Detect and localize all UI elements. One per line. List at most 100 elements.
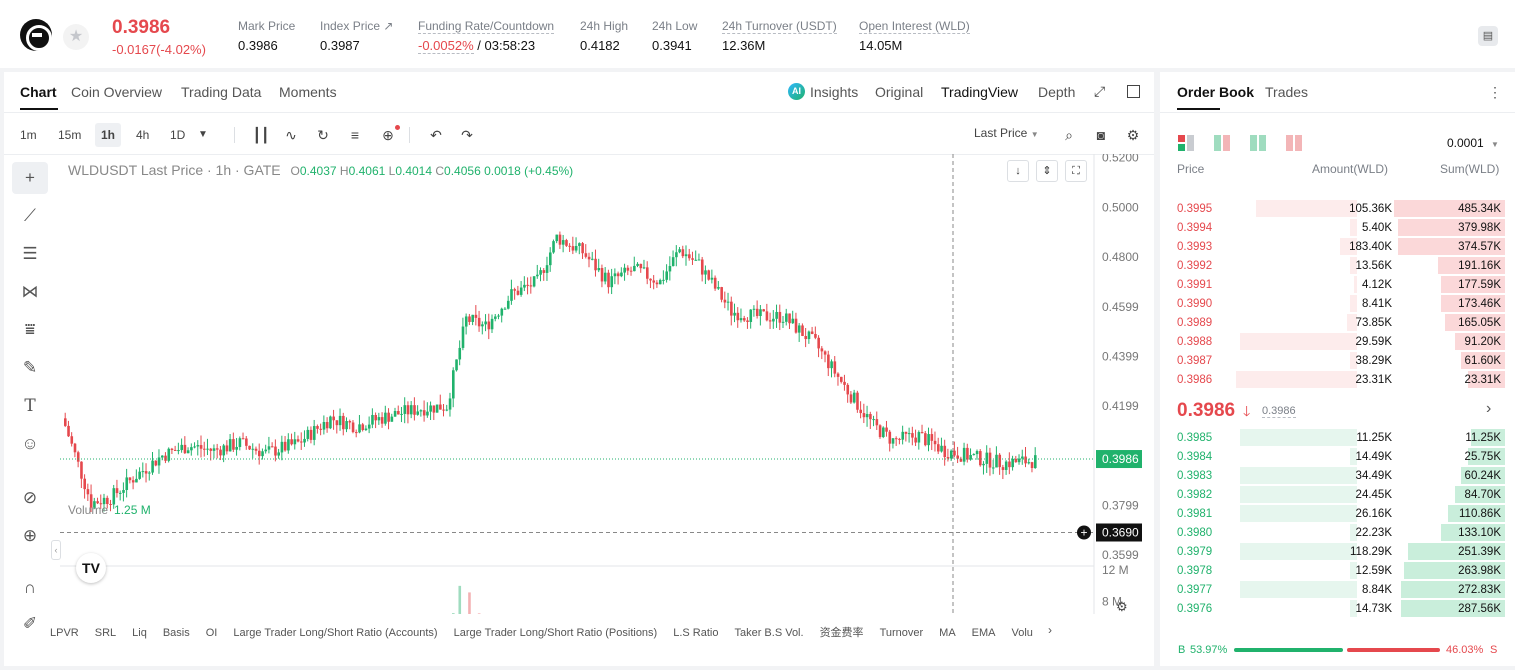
bid-row[interactable]: 0.3979 118.29K 251.39K	[1170, 543, 1505, 562]
indicators-icon[interactable]: ∿	[285, 127, 297, 143]
candle-body	[89, 494, 93, 508]
tab-coin-overview[interactable]: Coin Overview	[71, 84, 163, 100]
pencil-lock-icon[interactable]: ✐	[22, 614, 38, 633]
indicator-tab[interactable]: Basis	[162, 627, 190, 639]
bid-row[interactable]: 0.3976 14.73K 287.56K	[1170, 600, 1505, 619]
crosshair-icon[interactable]: +	[12, 162, 48, 194]
ruler-icon[interactable]: ⊘	[22, 488, 38, 507]
indicator-tab[interactable]: OI	[205, 627, 218, 639]
candle-body	[591, 258, 594, 260]
trend-line-icon[interactable]: ⟋	[24, 206, 36, 225]
bid-row[interactable]: 0.3980 22.23K 133.10K	[1170, 524, 1505, 543]
bid-row[interactable]: 0.3977 8.84K 272.83K	[1170, 581, 1505, 600]
ask-row[interactable]: 0.3991 4.12K 177.59K	[1170, 276, 1505, 295]
timeframe-1h[interactable]: 1h	[95, 123, 122, 147]
magnet-icon[interactable]: ∩	[23, 578, 37, 597]
view-tab-insights[interactable]: Insights	[810, 84, 859, 100]
add-indicator-icon[interactable]: ⊕	[382, 127, 394, 143]
candlestick-chart[interactable]: 0.5200 0.5000 0.4800 0.4599 0.4399 0.4199 0.37…	[60, 154, 1154, 614]
fibonacci-icon[interactable]: ⩸	[24, 320, 36, 339]
tab-trading-data[interactable]: Trading Data	[181, 84, 262, 100]
ask-row[interactable]: 0.3987 38.29K 61.60K	[1170, 352, 1505, 371]
scroll-down-icon[interactable]: ↓	[1007, 160, 1029, 182]
notebook-icon[interactable]: ▤	[1478, 26, 1498, 46]
fullscreen-icon[interactable]: ⛶	[1065, 160, 1087, 182]
candle-body	[772, 318, 775, 322]
layout-asks-icon[interactable]	[1286, 135, 1302, 151]
timeframe-15m[interactable]: 15m	[58, 128, 82, 142]
ask-row[interactable]: 0.3992 13.56K 191.16K	[1170, 257, 1505, 276]
bid-row[interactable]: 0.3982 24.45K 84.70K	[1170, 486, 1505, 505]
more-menu-icon[interactable]: ⋮	[1488, 84, 1502, 100]
ask-row[interactable]: 0.3990 8.41K 173.46K	[1170, 295, 1505, 314]
index-price-label[interactable]: Index Price ↗	[320, 19, 394, 33]
layout-bids-icon[interactable]	[1250, 135, 1266, 151]
text-tool-icon[interactable]: T	[24, 396, 36, 416]
view-tab-original[interactable]: Original	[875, 84, 924, 100]
timeframe-1m[interactable]: 1m	[20, 128, 37, 142]
emoji-icon[interactable]: ☺	[21, 434, 39, 453]
ask-row[interactable]: 0.3993 183.40K 374.57K	[1170, 238, 1505, 257]
ask-row[interactable]: 0.3994 5.40K 379.98K	[1170, 219, 1505, 238]
funding-rate-label[interactable]: Funding Rate/Countdown	[418, 19, 555, 34]
ask-row[interactable]: 0.3995 105.36K 485.34K	[1170, 200, 1505, 219]
collapse-icon[interactable]: ⇕	[1036, 160, 1058, 182]
candle-body	[215, 448, 219, 450]
favorite-star-icon[interactable]: ★	[63, 24, 89, 50]
toolbar-divider-line	[4, 154, 1154, 155]
add-alert-icon[interactable]	[1077, 525, 1091, 540]
ask-row[interactable]: 0.3989 73.85K 165.05K	[1170, 314, 1505, 333]
tab-trades[interactable]: Trades	[1265, 84, 1309, 100]
view-tab-tradingview[interactable]: TradingView	[941, 84, 1019, 100]
indicator-tab[interactable]: MA	[939, 627, 956, 639]
precision-select[interactable]: 0.0001 ▼	[1447, 136, 1499, 150]
indicator-tab[interactable]: L.S Ratio	[673, 627, 719, 639]
indicator-tab[interactable]: Liq	[132, 627, 147, 639]
search-icon[interactable]: ⌕	[1065, 127, 1073, 143]
indicator-tab[interactable]: Large Trader Long/Short Ratio (Positions…	[453, 627, 658, 639]
tab-order-book[interactable]: Order Book	[1177, 84, 1255, 100]
tab-moments[interactable]: Moments	[279, 84, 337, 100]
camera-icon[interactable]: ◙	[1096, 127, 1106, 143]
indicator-tab[interactable]: LPVR	[50, 627, 79, 639]
ask-row[interactable]: 0.3988 29.59K 91.20K	[1170, 333, 1505, 352]
indicator-tab[interactable]: 资金费率	[819, 627, 864, 639]
redo-icon[interactable]: ↷	[461, 127, 473, 143]
indicator-tab[interactable]: EMA	[971, 627, 996, 639]
collapse-toolbar-handle[interactable]: ‹	[51, 540, 61, 560]
candle-type-icon[interactable]: ┃┃	[252, 127, 270, 143]
timeframe-1d[interactable]: 1D	[170, 128, 186, 142]
brush-icon[interactable]: ✎	[22, 358, 38, 377]
pattern-icon[interactable]: ⋈	[21, 282, 39, 301]
layout-split-icon[interactable]	[1214, 135, 1230, 151]
indicator-tab[interactable]: Turnover	[879, 627, 924, 639]
ask-row[interactable]: 0.3986 23.31K 23.31K	[1170, 371, 1505, 390]
bid-row[interactable]: 0.3983 34.49K 60.24K	[1170, 467, 1505, 486]
timeframe-dropdown-icon[interactable]: ▼	[198, 129, 208, 140]
templates-icon[interactable]: ≡	[350, 127, 360, 143]
price-source-select[interactable]: Last Price ▼	[974, 126, 1039, 140]
indicator-tab[interactable]: SRL	[94, 627, 117, 639]
bid-row[interactable]: 0.3984 14.49K 25.75K	[1170, 448, 1505, 467]
expand-icon[interactable]: ⤢	[1094, 83, 1106, 99]
timeframe-4h[interactable]: 4h	[136, 128, 150, 142]
settings-gear-icon[interactable]: ⚙	[1126, 127, 1140, 143]
view-tab-depth[interactable]: Depth	[1038, 84, 1076, 100]
bid-depth-bar	[1408, 543, 1505, 560]
indicator-tab[interactable]: Large Trader Long/Short Ratio (Accounts)	[233, 627, 438, 639]
horizontal-lines-icon[interactable]: ☰	[22, 244, 38, 263]
bid-row[interactable]: 0.3985 11.25K 11.25K	[1170, 429, 1505, 448]
undo-icon[interactable]: ↶	[430, 127, 442, 143]
chevron-right-icon[interactable]: ›	[1486, 400, 1492, 417]
chart-settings-icon[interactable]: ⚙	[1116, 599, 1128, 614]
zoom-in-icon[interactable]: ⊕	[22, 526, 38, 545]
layout-both-icon[interactable]	[1178, 135, 1194, 151]
bid-row[interactable]: 0.3981 26.16K 110.86K	[1170, 505, 1505, 524]
bid-row[interactable]: 0.3978 12.59K 263.98K	[1170, 562, 1505, 581]
indicator-scroll-right-icon[interactable]: ›	[1048, 623, 1052, 637]
tab-chart[interactable]: Chart	[20, 84, 57, 100]
indicator-tab[interactable]: Taker B.S Vol.	[734, 627, 804, 639]
window-icon[interactable]	[1127, 85, 1140, 98]
replay-icon[interactable]: ↻	[317, 127, 329, 143]
indicator-tab[interactable]: Volu	[1011, 627, 1033, 639]
